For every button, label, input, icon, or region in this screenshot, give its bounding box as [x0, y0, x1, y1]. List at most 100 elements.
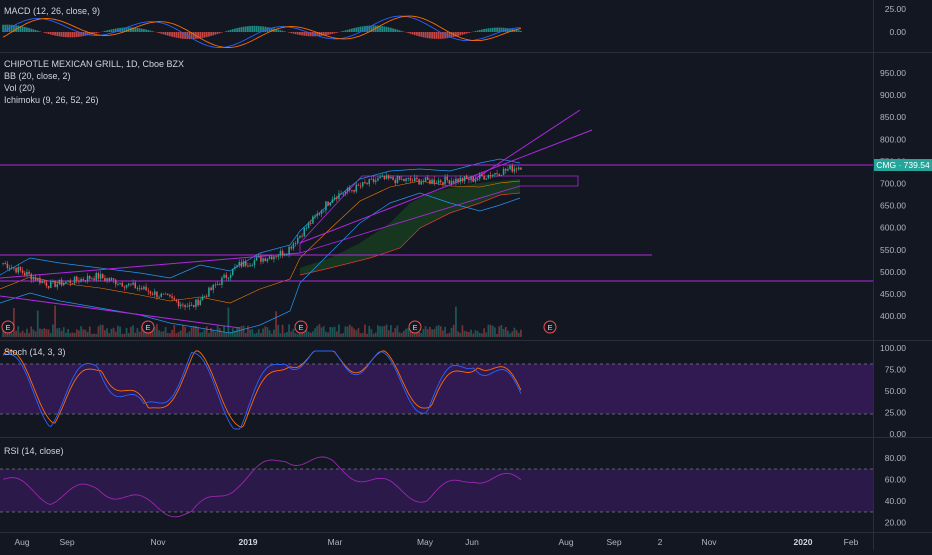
candle-body	[286, 254, 288, 255]
volume-bar	[321, 327, 323, 337]
price-tick: 900.00	[880, 90, 906, 100]
candle-body	[342, 194, 344, 195]
candle-body	[91, 278, 93, 279]
candle-body	[509, 166, 511, 169]
trend-line[interactable]	[472, 110, 580, 181]
time-axis-label: 2019	[239, 537, 258, 547]
candle-body	[173, 298, 175, 300]
volume-bar	[468, 332, 470, 337]
rsi-tick: 60.00	[885, 475, 907, 485]
macd-bar	[98, 32, 100, 33]
volume-bar	[262, 329, 264, 337]
stoch-label: Stoch (14, 3, 3)	[4, 347, 66, 358]
candle-body	[111, 278, 113, 280]
volume-bar	[316, 326, 318, 337]
candle-body	[431, 180, 433, 184]
volume-bar	[39, 329, 41, 337]
macd-bar	[30, 29, 32, 32]
macd-bar	[254, 26, 256, 32]
macd-bar	[358, 27, 360, 32]
macd-plot: 25.00 0.00	[0, 0, 932, 52]
price-pane[interactable]: CHIPOTLE MEXICAN GRILL, 1D, Cboe BZX BB …	[0, 53, 932, 340]
candle-body	[169, 295, 171, 296]
trend-line[interactable]	[300, 130, 592, 243]
macd-bar	[295, 32, 297, 34]
volume-bar	[347, 327, 349, 337]
candle-body	[511, 166, 513, 172]
candle-body	[384, 176, 386, 179]
candle-body	[403, 179, 405, 181]
candle-body	[139, 288, 141, 289]
macd-bar	[46, 32, 48, 33]
candle-body	[33, 277, 35, 279]
volume-bar	[457, 331, 459, 337]
candle-body	[93, 278, 95, 280]
macd-bar	[61, 32, 63, 37]
macd-bar	[303, 32, 305, 36]
macd-bar	[225, 31, 227, 32]
macd-bar	[238, 28, 240, 32]
candle-body	[241, 262, 243, 266]
candle-body	[54, 281, 56, 287]
candle-body	[492, 175, 494, 177]
candle-body	[290, 247, 292, 249]
volume-bar	[418, 332, 420, 337]
volume-bar	[451, 328, 453, 337]
macd-bar	[284, 31, 286, 32]
candle-body	[312, 216, 314, 223]
volume-bar	[65, 333, 67, 337]
macd-bar	[299, 32, 301, 35]
macd-bar	[342, 31, 344, 32]
volume-bar	[13, 308, 15, 337]
volume-bar	[243, 326, 245, 337]
candle-body	[152, 294, 154, 295]
volume-bar	[119, 327, 121, 337]
volume-bar	[108, 333, 110, 337]
candle-body	[377, 178, 379, 180]
time-axis-label: Sep	[606, 537, 621, 547]
price-axis[interactable]: 950.00900.00850.00800.00750.00700.00650.…	[880, 68, 906, 321]
candle-body	[355, 185, 357, 192]
candle-body	[394, 180, 396, 183]
macd-bar	[228, 30, 230, 32]
price-plot: E E E E E 950.00900.00850.00800.00750.00…	[0, 53, 932, 340]
volume-bar	[358, 328, 360, 337]
volume-bar	[113, 328, 115, 337]
candle-body	[299, 236, 301, 238]
macd-bar	[399, 30, 401, 32]
volume-bar	[95, 334, 97, 337]
earnings-marker-label: E	[5, 323, 10, 332]
candle-body	[481, 174, 483, 176]
macd-bar	[412, 32, 414, 34]
volume-bar	[11, 333, 13, 337]
volume-bar	[69, 333, 71, 337]
trend-line[interactable]	[0, 253, 300, 278]
macd-bar	[72, 32, 74, 37]
earnings-marker-label: E	[412, 323, 417, 332]
volume-bar	[20, 333, 22, 337]
volume-bar	[425, 326, 427, 337]
macd-bar	[481, 29, 483, 32]
bb-label: BB (20, close, 2)	[4, 71, 71, 82]
macd-bar	[483, 29, 485, 32]
candle-body	[145, 287, 147, 291]
candle-body	[106, 278, 108, 280]
candle-body	[176, 300, 178, 301]
macd-bar	[28, 28, 30, 32]
volume-bar	[134, 333, 136, 337]
volume-bar	[442, 330, 444, 337]
volume-bar	[310, 333, 312, 337]
trend-line[interactable]	[0, 296, 240, 328]
macd-bar	[288, 32, 290, 33]
macd-bar	[22, 26, 24, 32]
candle-body	[425, 177, 427, 181]
candle-body	[392, 177, 394, 180]
volume-bar	[433, 329, 435, 337]
candle-body	[375, 181, 377, 182]
macd-pane[interactable]: MACD (12, 26, close, 9) 25.00 0.00	[0, 0, 932, 52]
macd-bar	[394, 29, 396, 32]
volume-bar	[360, 333, 362, 337]
